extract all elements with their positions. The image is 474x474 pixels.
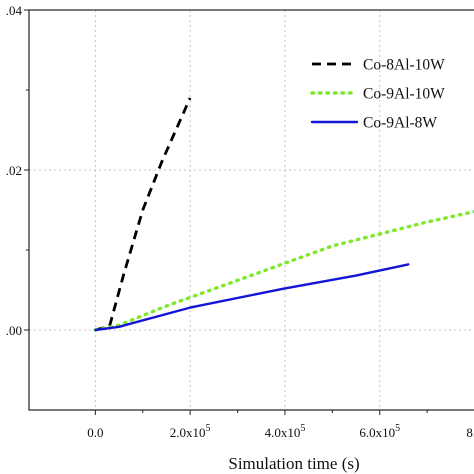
y-tick-label: .00 — [6, 323, 22, 338]
x-tick-label: 4.0x105 — [265, 423, 306, 440]
series-line-co-8al-10w — [95, 97, 192, 332]
y-tick-label: .04 — [6, 3, 23, 18]
plot-frame — [28, 9, 474, 411]
series-line-co-9al-8w — [94, 263, 410, 332]
x-tick-label: 2.0x105 — [170, 423, 211, 440]
x-tick-label: 6.0x105 — [359, 423, 400, 440]
series-line-co-9al-10w — [93, 209, 474, 332]
legend: Co-8Al-10W Co-9Al-10W Co-9Al-8W — [310, 57, 445, 132]
x-tick-label: 0.0 — [87, 425, 103, 440]
series-group — [93, 97, 474, 332]
y-tick-label: .02 — [6, 163, 22, 178]
legend-label: Co-9Al-10W — [363, 86, 445, 103]
legend-label: Co-8Al-10W — [363, 57, 445, 74]
x-axis-label: Simulation time (s) — [228, 454, 359, 473]
x-tick-label: 8.0 — [466, 425, 474, 440]
ticks: 0.0 2.0x105 4.0x105 6.0x105 8.0 .00 .02 .04 — [6, 3, 474, 440]
legend-label: Co-9Al-8W — [363, 115, 437, 132]
